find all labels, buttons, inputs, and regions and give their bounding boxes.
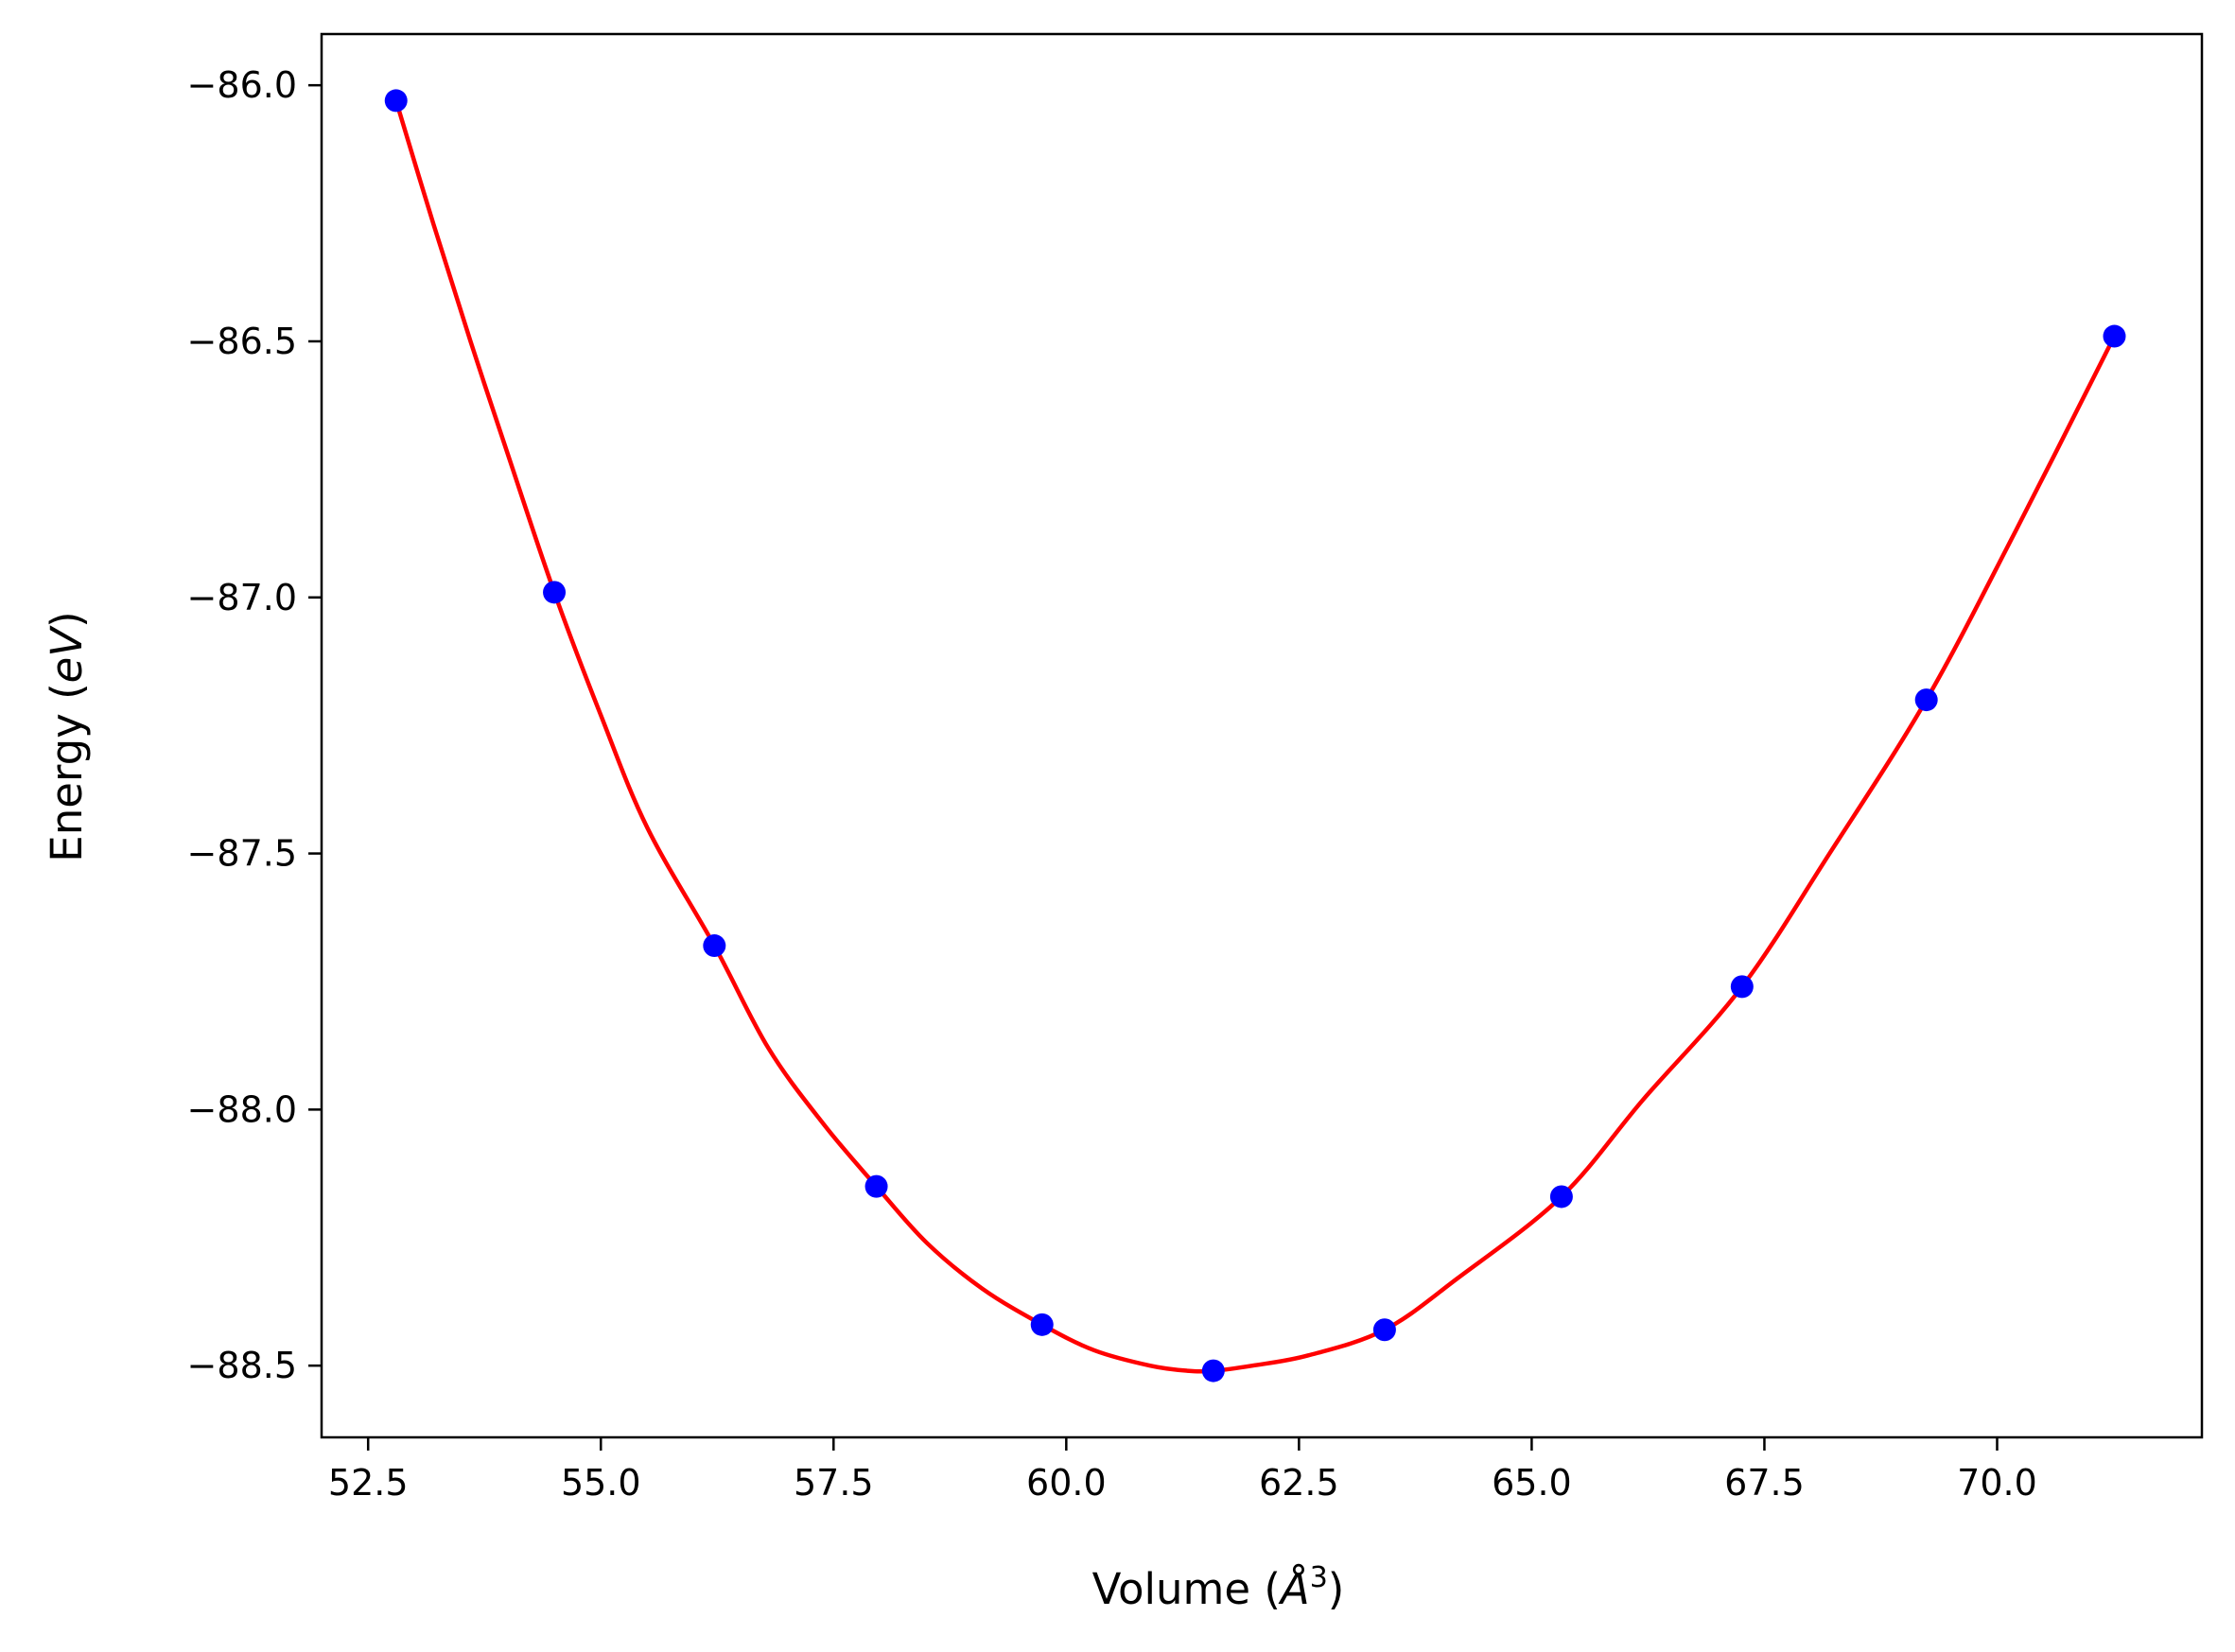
y-tick-label: −88.0: [187, 1088, 297, 1130]
data-points-layer: [384, 89, 2126, 1382]
x-axis-label-suffix: ): [1328, 1564, 1345, 1614]
y-tick-label: −87.5: [187, 833, 297, 875]
y-axis-label-suffix: ): [42, 611, 92, 628]
plot-frame: [320, 32, 2204, 1439]
y-tick-label: −86.5: [187, 321, 297, 362]
data-point-4: [864, 1174, 888, 1198]
fit-curve-layer: [393, 99, 2117, 1374]
x-axis-label-unit: Å: [1278, 1564, 1310, 1614]
y-tick-label: −86.0: [187, 64, 297, 106]
x-tick-label: 55.0: [561, 1462, 641, 1504]
x-axis-label: Volume (Å3): [1092, 1561, 1345, 1614]
x-ticks: 52.5 55.0 57.5 60.0 62.5 65.0 67.5 70.0: [328, 1437, 2037, 1504]
data-point-6: [1201, 1359, 1225, 1382]
data-point-9: [1730, 975, 1754, 999]
x-tick-label: 52.5: [328, 1462, 409, 1504]
fit-curve-line: [393, 99, 2117, 1374]
x-tick-label: 65.0: [1492, 1462, 1572, 1504]
data-point-5: [1030, 1313, 1054, 1336]
data-point-11: [2103, 324, 2126, 348]
y-axis-label-unit: eV: [42, 625, 92, 684]
y-tick-label: −87.0: [187, 577, 297, 618]
x-tick-label: 62.5: [1259, 1462, 1339, 1504]
data-point-3: [703, 934, 726, 958]
data-point-2: [543, 581, 567, 604]
x-tick-label: 57.5: [794, 1462, 874, 1504]
data-point-10: [1914, 688, 1938, 712]
x-tick-label: 67.5: [1724, 1462, 1805, 1504]
data-point-1: [384, 89, 408, 113]
x-axis-label-prefix: Volume (: [1092, 1564, 1281, 1614]
y-axis-label-prefix: Energy (: [42, 683, 92, 861]
x-axis-label-exponent: 3: [1310, 1561, 1328, 1594]
y-axis-label: Energy (eV): [42, 611, 92, 861]
x-tick-label: 60.0: [1026, 1462, 1107, 1504]
y-tick-label: −88.5: [187, 1345, 297, 1386]
data-point-7: [1372, 1318, 1396, 1342]
x-tick-label: 70.0: [1957, 1462, 2037, 1504]
data-point-8: [1549, 1185, 1573, 1209]
y-ticks: −86.0 −86.5 −87.0 −87.5 −88.0 −88.5: [187, 64, 322, 1386]
